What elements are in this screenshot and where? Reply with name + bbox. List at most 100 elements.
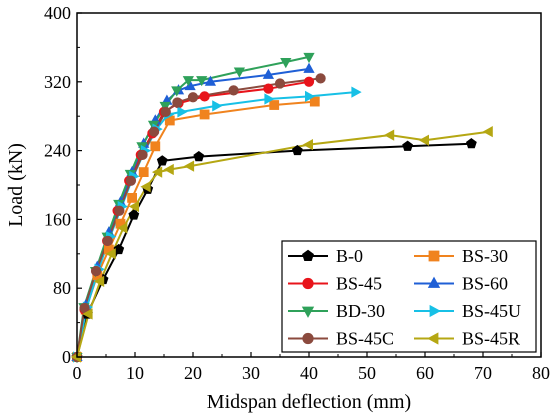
data-point [351, 86, 362, 98]
data-point [199, 109, 210, 120]
data-point [163, 163, 174, 176]
y-tick-label: 160 [44, 209, 71, 229]
legend-label: BS-45R [462, 329, 520, 349]
data-point [117, 222, 128, 234]
plot-markers [70, 52, 493, 364]
data-point [292, 144, 303, 156]
data-point [183, 160, 195, 172]
data-point [303, 62, 315, 73]
x-tick-label: 20 [184, 363, 202, 383]
data-point [302, 138, 314, 151]
data-point [196, 76, 208, 87]
legend-swatch-marker [301, 306, 315, 318]
x-axis-title: Midspan deflection (mm) [207, 391, 411, 413]
data-point [159, 101, 171, 113]
data-point [137, 149, 148, 161]
legend-swatch-marker [427, 332, 439, 345]
legend-item-bs-60: BS-60 [414, 274, 508, 294]
legend-box [281, 240, 537, 353]
data-point [160, 106, 171, 118]
data-point [269, 100, 280, 110]
legend-label: B-0 [336, 246, 363, 266]
data-point [383, 129, 395, 141]
series-markers-bs-45r [70, 126, 493, 363]
legend-label: BD-30 [336, 301, 385, 321]
data-point [102, 235, 113, 247]
x-tick-label: 50 [358, 363, 376, 383]
data-point [172, 97, 183, 108]
data-point [177, 106, 188, 118]
data-point [233, 67, 246, 78]
x-tick-label: 60 [416, 363, 434, 383]
legend-item-bs-45r: BS-45R [414, 329, 520, 349]
legend-label: BS-45 [336, 274, 382, 294]
data-point [402, 140, 413, 151]
data-point [187, 92, 199, 103]
legend-swatch-marker [427, 276, 441, 288]
data-point [171, 86, 183, 97]
legend-item-bs-30: BS-30 [414, 246, 508, 266]
data-point [128, 209, 140, 220]
data-point [274, 78, 286, 89]
data-point [114, 205, 125, 216]
data-point [182, 76, 194, 87]
data-point [82, 308, 93, 320]
data-point [127, 192, 137, 203]
legend-label: BS-60 [462, 274, 508, 294]
data-point [264, 93, 275, 105]
y-tick-label: 80 [53, 278, 71, 298]
data-point [304, 90, 316, 103]
y-tick-label: 320 [44, 72, 71, 92]
series-markers-bs-45 [71, 76, 315, 363]
data-point [125, 175, 137, 186]
data-point [418, 134, 430, 146]
y-tick-label: 400 [44, 3, 71, 23]
x-tick-label: 40 [300, 363, 318, 383]
series-markers-bs-45c [71, 73, 326, 363]
data-point [140, 181, 151, 193]
data-point [228, 85, 239, 96]
y-tick-label: 240 [44, 141, 71, 161]
data-point [466, 138, 477, 149]
legend-swatch-marker [429, 304, 441, 318]
data-point [184, 79, 196, 91]
y-tick-label: 0 [62, 347, 71, 367]
series-line-bs-45 [76, 80, 310, 358]
data-point [150, 141, 161, 152]
legend-swatch-marker [302, 332, 314, 345]
data-point [204, 75, 217, 86]
data-point [113, 243, 125, 255]
y-axis-title: Load (kN) [5, 143, 27, 227]
x-tick-label: 80 [532, 363, 550, 383]
data-point [262, 68, 275, 79]
legend-swatch-marker [302, 277, 314, 290]
x-axis-ticks: 0 10 20 30 40 50 60 70 80 [73, 352, 550, 383]
data-point [212, 100, 223, 112]
legend-label: BS-30 [462, 246, 508, 266]
data-point [193, 150, 205, 162]
x-tick-label: 30 [242, 363, 260, 383]
data-point [315, 73, 326, 84]
data-point [151, 166, 163, 178]
data-point [79, 302, 90, 314]
legend-item-bd-30: BD-30 [288, 301, 385, 321]
data-point [128, 200, 140, 213]
data-point [482, 126, 493, 138]
legend-item-bs-45u: BS-45U [414, 301, 521, 321]
legend-item-bs-45c: BS-45C [288, 329, 394, 349]
data-point [263, 83, 274, 94]
data-point [156, 155, 168, 166]
legend-items: B-0 BS-45 BD-30 BS-45C BS-30 BS-60 BS-45U BS-45… [288, 246, 521, 349]
series-line-bs-60 [76, 67, 310, 358]
data-point [199, 91, 210, 102]
legend-swatch-marker [302, 249, 314, 262]
data-point [149, 126, 160, 137]
legend-label: BS-45U [462, 301, 521, 321]
data-point [93, 275, 105, 287]
x-tick-label: 10 [126, 363, 144, 383]
legend-swatch-marker [428, 250, 440, 262]
y-axis-ticks: 0 80 160 240 320 400 [44, 3, 82, 367]
x-tick-label: 70 [474, 363, 492, 383]
legend-item-bs-45: BS-45 [288, 274, 382, 294]
